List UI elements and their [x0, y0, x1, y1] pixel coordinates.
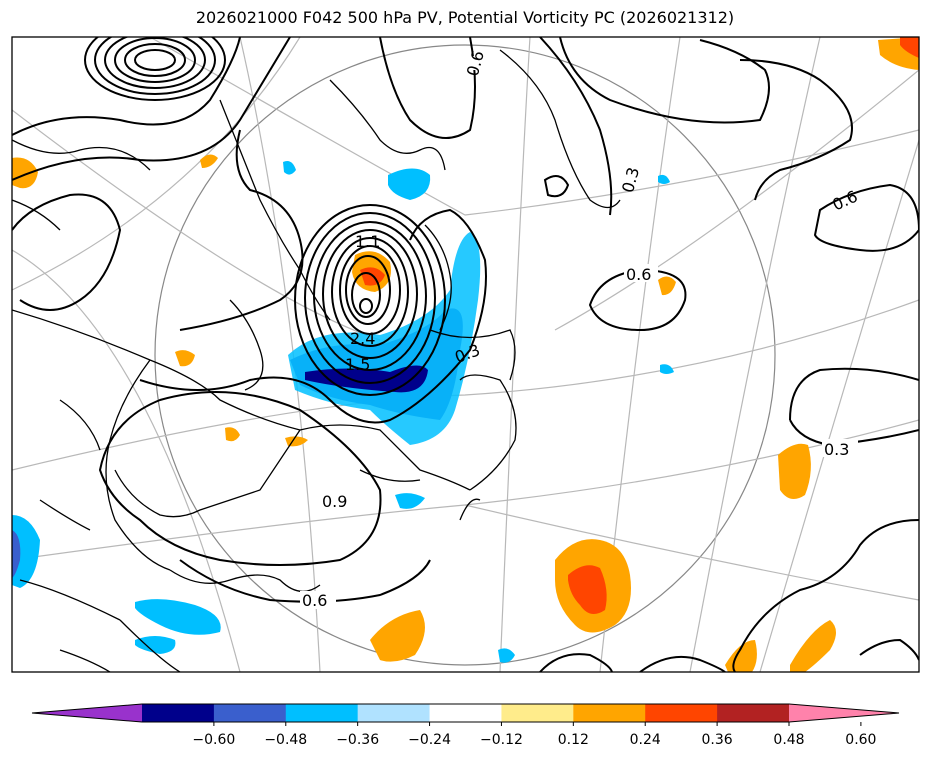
- colorbar-tick-label: −0.12: [480, 732, 523, 748]
- contour-0-6-center: [588, 268, 687, 332]
- colorbar-tick-label: −0.60: [192, 732, 235, 748]
- colorbar-tick-label: −0.48: [264, 732, 307, 748]
- positive-pv-small-3: [225, 427, 240, 442]
- colorbar: −0.60 −0.48 −0.36 −0.24 −0.12 0.12 0.24 0.36 0.4…: [31, 703, 900, 748]
- negative-pv-south-1: [135, 599, 221, 635]
- contour-0-3-north: [539, 37, 613, 216]
- positive-pv-east: [778, 443, 811, 499]
- colorbar-segment: [213, 704, 287, 722]
- contour-bottom-right: [732, 519, 919, 672]
- contour-ridge: [559, 37, 770, 124]
- contour-0-9-loop: [98, 391, 382, 566]
- negative-pv-west-core: [12, 530, 21, 578]
- contour-east-curl: [859, 638, 919, 661]
- label-1-1: 1.1: [355, 232, 380, 251]
- pv-contours: [12, 37, 919, 672]
- negative-pv-north-small: [283, 161, 296, 175]
- contour-0-6-north: [379, 37, 476, 139]
- negative-pv-small-south: [498, 648, 515, 663]
- graticule: [12, 37, 919, 672]
- label-0-6-bottom: 0.6: [302, 591, 327, 610]
- central-vortex-contours: [294, 204, 446, 396]
- negative-pv-coast: [395, 493, 425, 509]
- colorbar-tick-label: 0.36: [702, 732, 733, 748]
- map-frame: [11, 36, 920, 673]
- colorbar-segment: [717, 704, 790, 722]
- positive-pv-upper-right-core: [900, 37, 919, 58]
- contour-small-north: [543, 175, 570, 198]
- label-1-5: 1.5: [345, 355, 370, 374]
- colorbar-tick-label: 0.60: [845, 732, 876, 748]
- label-0-3-east: 0.3: [824, 440, 849, 459]
- colorbar-segment: [285, 704, 359, 722]
- colorbar-segment: [429, 704, 502, 722]
- positive-pv-small-2: [200, 154, 218, 168]
- negative-pv-west: [12, 515, 40, 588]
- colorbar-tick-label: 0.24: [630, 732, 661, 748]
- negative-pv-small-east: [658, 174, 670, 184]
- positive-pv-south-core: [568, 565, 607, 614]
- colorbar-outline: [31, 703, 900, 723]
- map-panel: 0.6 0.3 0.6 0.6 1.1 1.5 2.4 0.3 0.3 0.9 …: [12, 37, 919, 672]
- colorbar-segment: [142, 704, 215, 722]
- colorbar-segment: [501, 704, 574, 722]
- colorbar-extend-high: [789, 704, 899, 722]
- positive-pv-south-2: [370, 610, 425, 662]
- colorbar-tick-label: −0.36: [336, 732, 379, 748]
- positive-pv-southeast-2: [790, 620, 836, 672]
- map-title: 2026021000 F042 500 hPa PV, Potential Vo…: [195, 8, 735, 27]
- colorbar-segment: [357, 704, 431, 722]
- positive-pv-west: [12, 157, 38, 189]
- contour-great-lakes: [179, 129, 304, 331]
- contour-0-6-northeast: [739, 59, 853, 201]
- positive-pv-small-5: [658, 276, 676, 296]
- contour-west-loop: [12, 193, 122, 311]
- negative-pv-south-2: [135, 636, 176, 654]
- colorbar-segment: [573, 704, 646, 722]
- coastlines: [12, 49, 621, 672]
- colorbar-tick-label: 0.48: [773, 732, 804, 748]
- colorbar-segment: [645, 704, 718, 722]
- colorbar-extend-low: [32, 704, 142, 722]
- positive-pv-small-1: [175, 350, 195, 367]
- label-0-6-center: 0.6: [626, 265, 651, 284]
- colorbar-tick-label: 0.12: [558, 732, 589, 748]
- negative-pv-north: [388, 168, 431, 200]
- contour-central-big: [139, 208, 487, 424]
- contour-0-6-right: [813, 183, 919, 252]
- contour-0-3-east: [789, 367, 919, 421]
- colorbar-tick-label: −0.24: [408, 732, 451, 748]
- negative-pv-small-east-2: [660, 364, 674, 374]
- northwest-vortex-contours: [12, 37, 291, 181]
- contour-bottom-middle: [539, 653, 613, 672]
- label-0-9: 0.9: [322, 492, 347, 511]
- contour-bottom-right-2: [639, 655, 726, 672]
- label-2-4: 2.4: [350, 329, 375, 348]
